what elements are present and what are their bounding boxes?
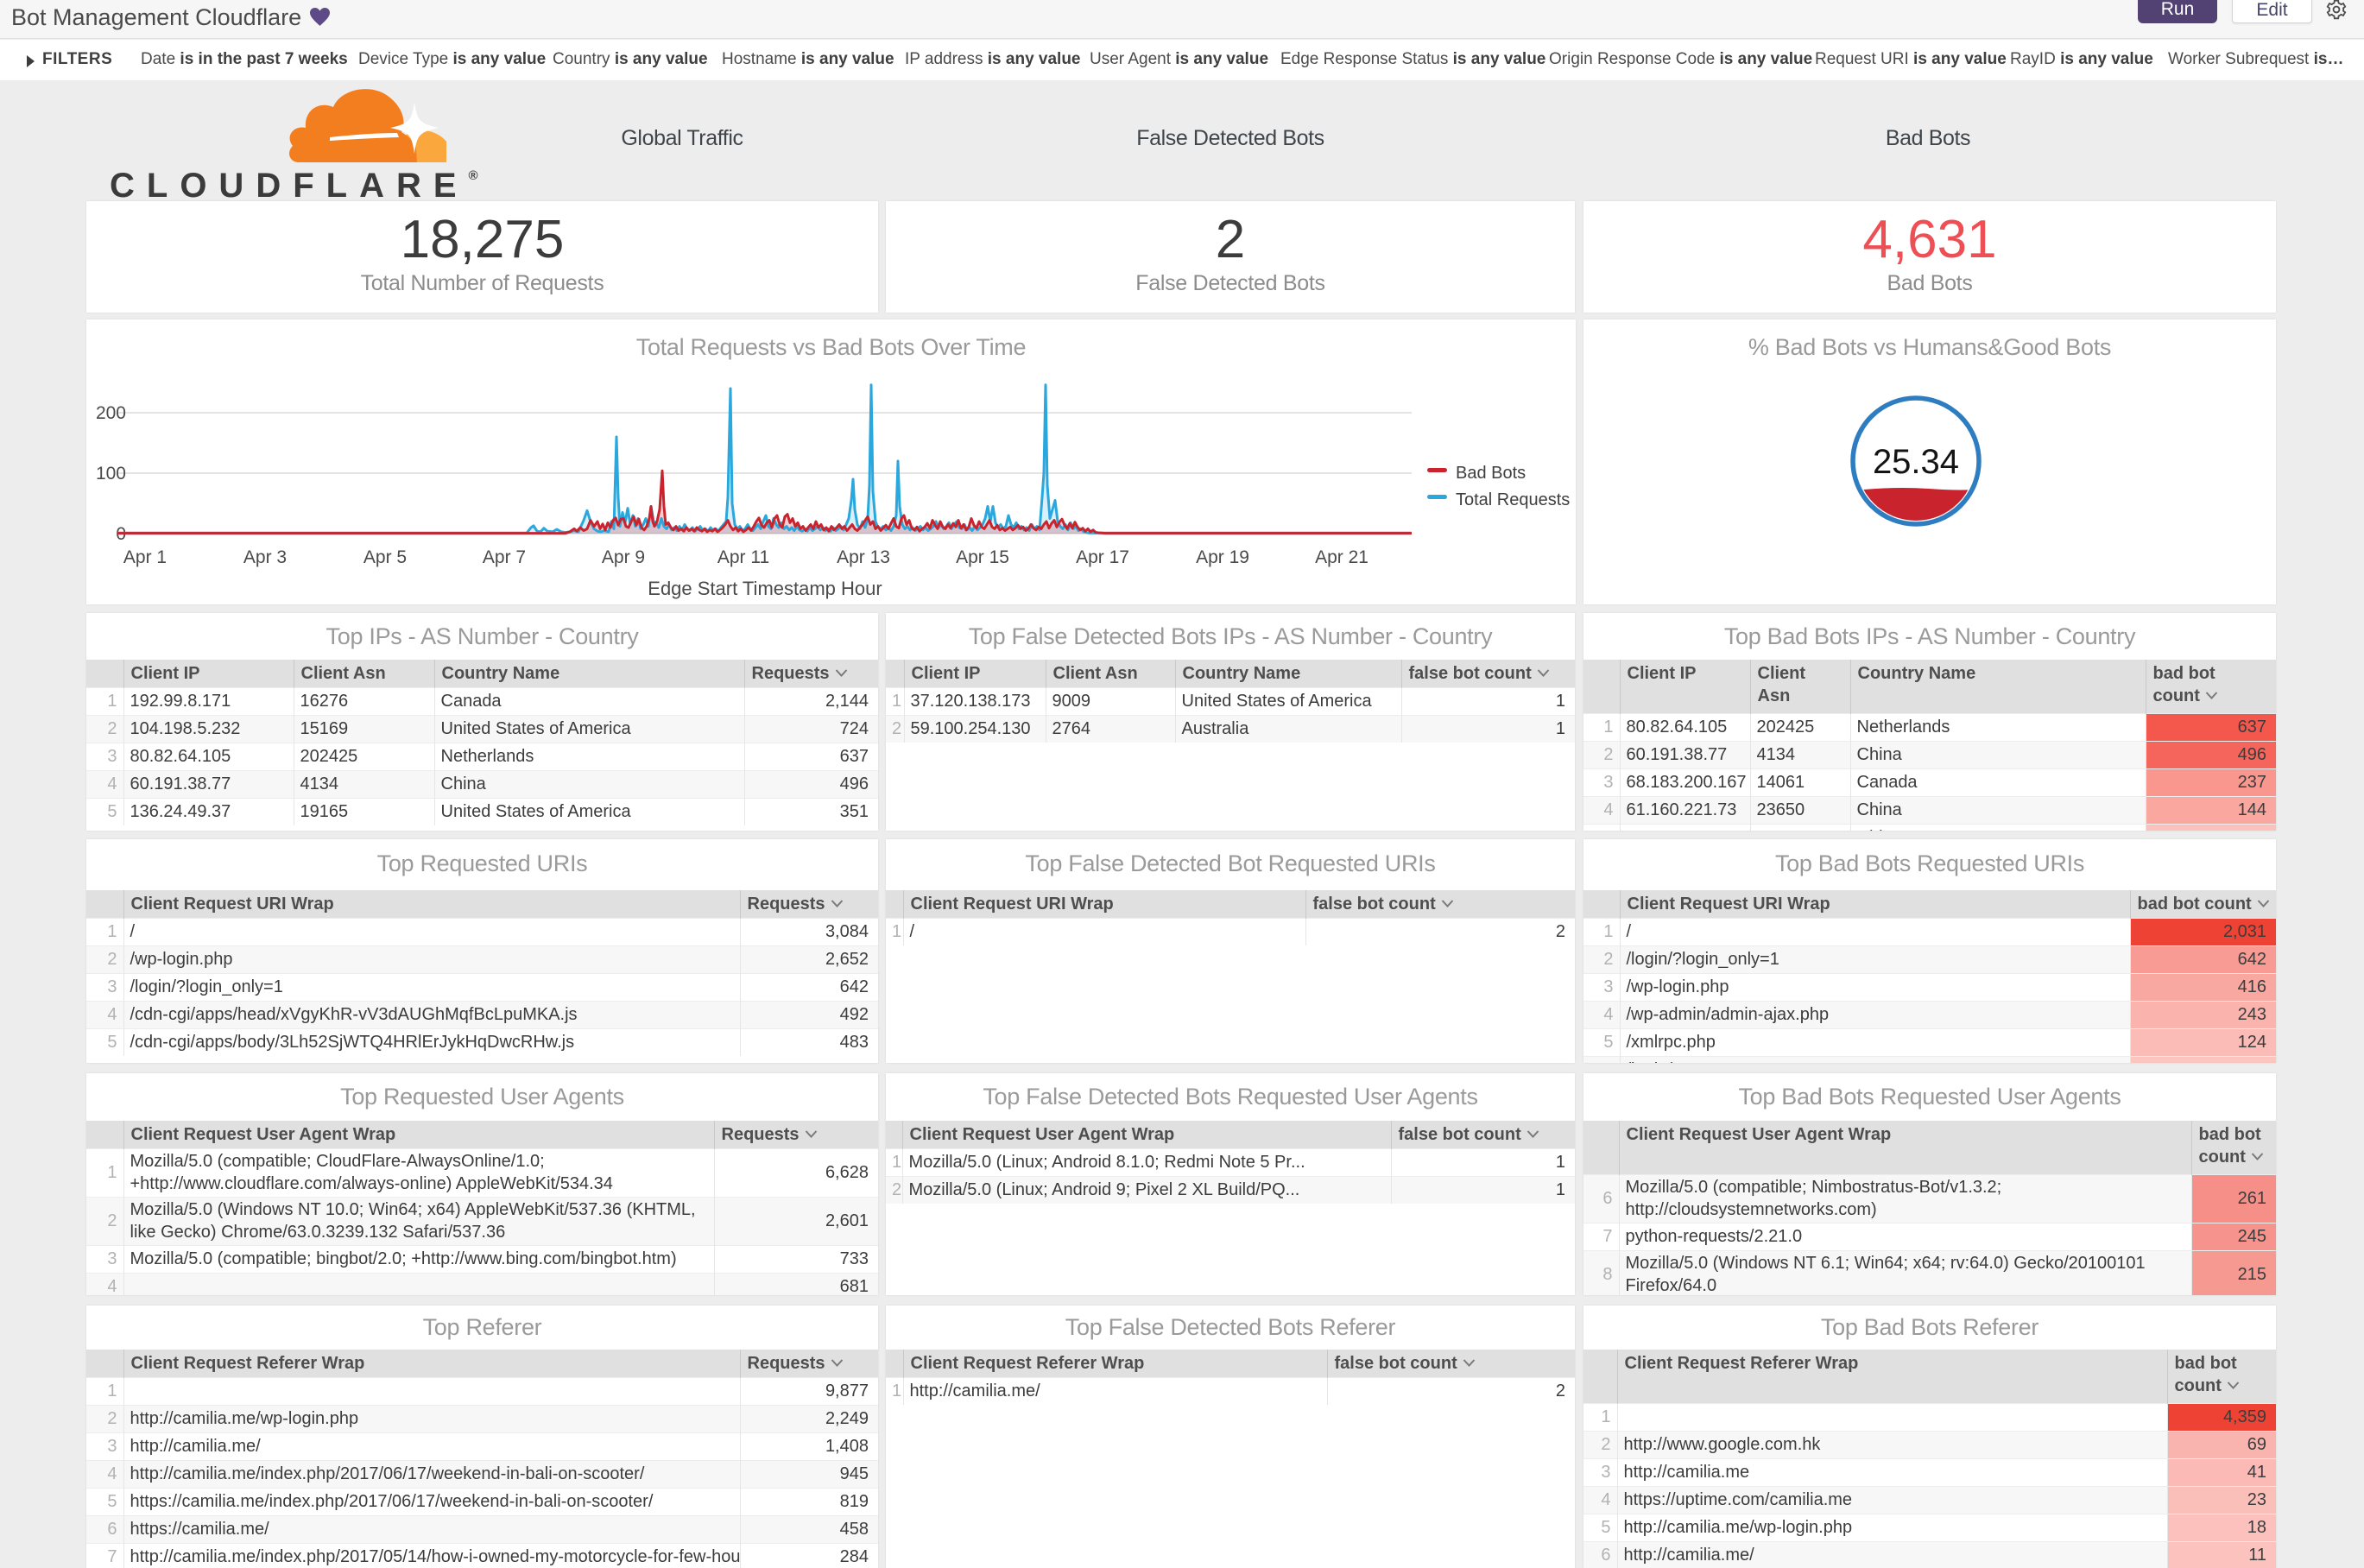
svg-text:Apr 19: Apr 19 xyxy=(1196,547,1249,567)
svg-text:Apr 11: Apr 11 xyxy=(717,547,769,567)
svg-text:Apr 13: Apr 13 xyxy=(837,547,890,567)
svg-text:25.34: 25.34 xyxy=(1873,443,1959,481)
svg-text:100: 100 xyxy=(96,464,126,484)
svg-text:Apr 3: Apr 3 xyxy=(243,547,287,567)
svg-text:Total Requests: Total Requests xyxy=(1456,490,1570,509)
svg-text:Apr 21: Apr 21 xyxy=(1315,547,1368,567)
svg-text:Bad Bots: Bad Bots xyxy=(1456,464,1526,483)
svg-text:Apr 9: Apr 9 xyxy=(602,547,645,567)
svg-text:Apr 7: Apr 7 xyxy=(483,547,526,567)
svg-text:200: 200 xyxy=(96,403,126,423)
svg-text:Apr 15: Apr 15 xyxy=(956,547,1009,567)
svg-text:Apr 17: Apr 17 xyxy=(1076,547,1129,567)
svg-text:Apr 5: Apr 5 xyxy=(363,547,407,567)
svg-text:Edge Start Timestamp Hour: Edge Start Timestamp Hour xyxy=(648,578,882,599)
svg-text:Apr 1: Apr 1 xyxy=(123,547,167,567)
